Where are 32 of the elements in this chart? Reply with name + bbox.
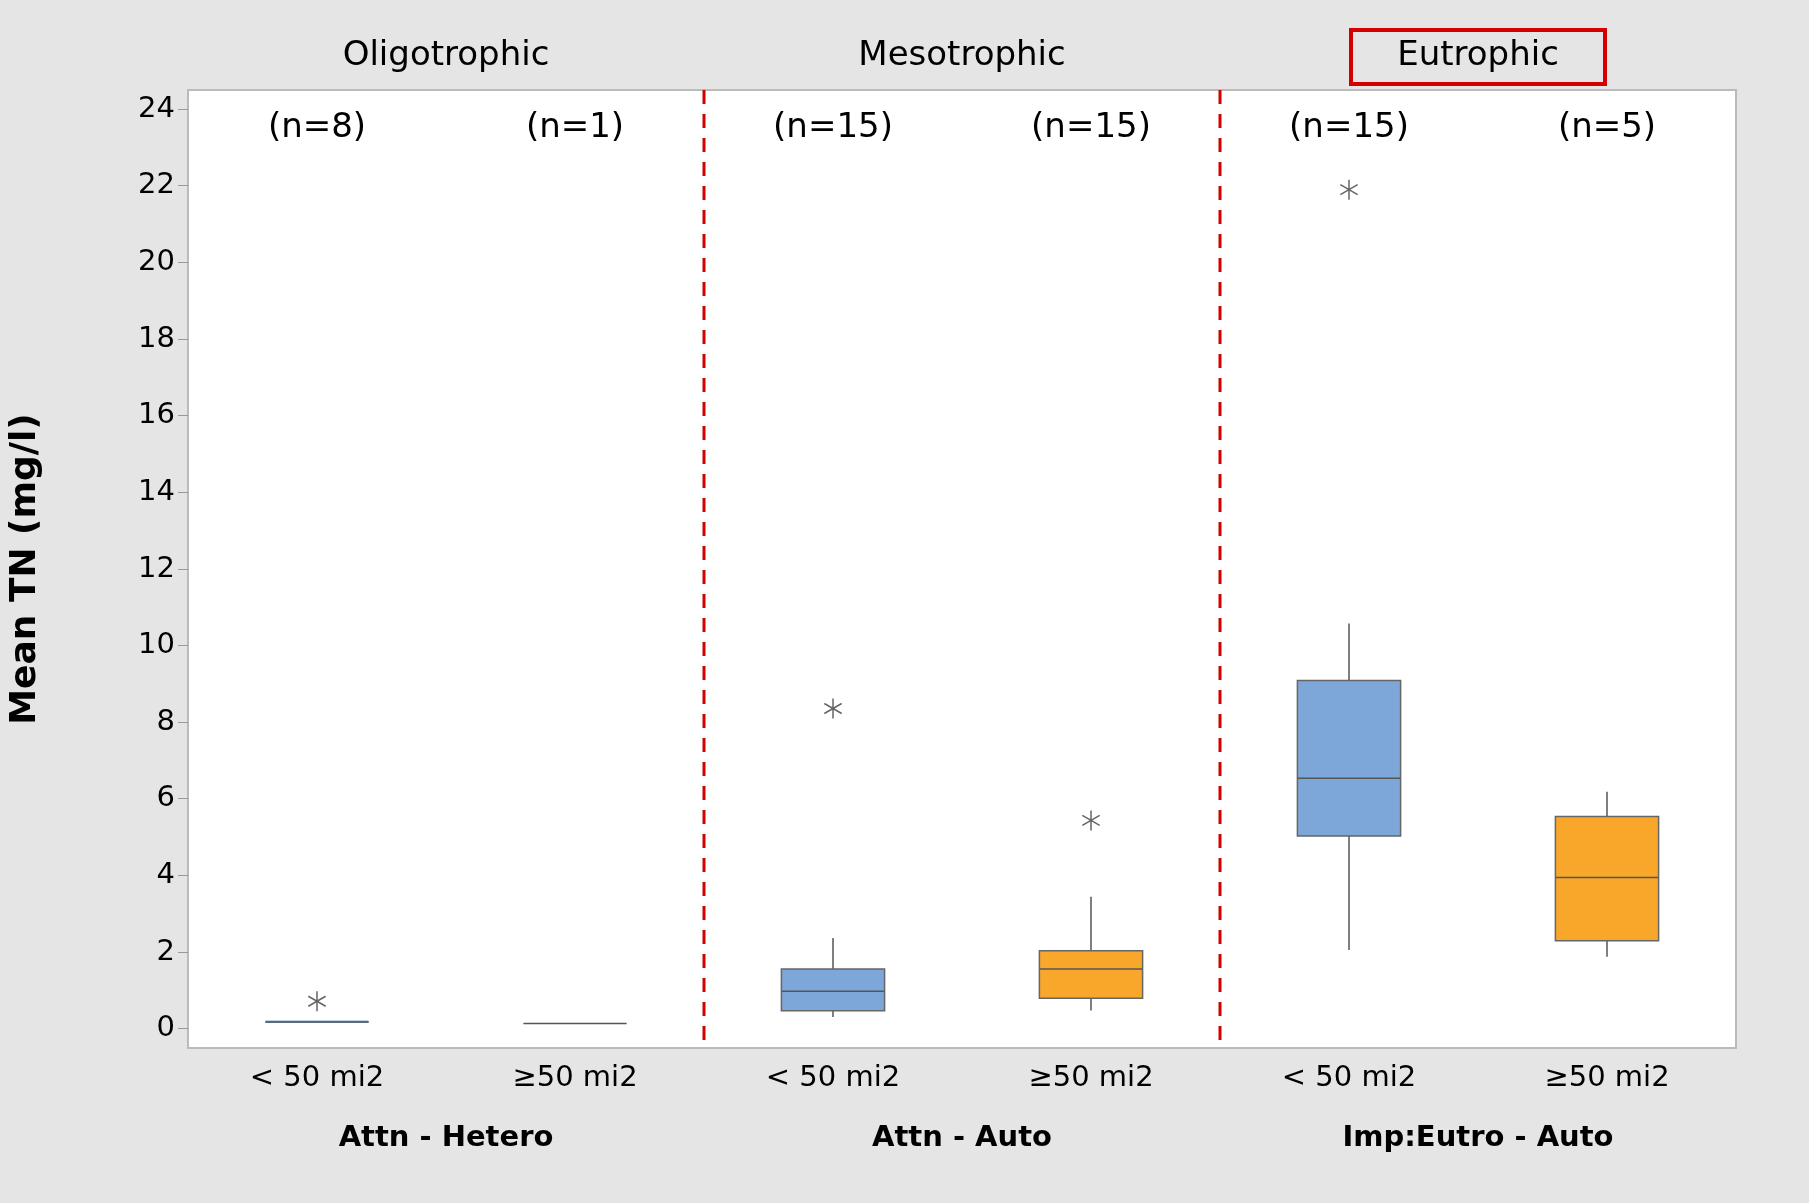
y-tick-label: 2 [156,932,175,967]
x-tick-label: ≥50 mi2 [1544,1058,1670,1093]
annotation: (n=15) [773,104,893,145]
y-tick-label: 22 [138,166,175,201]
x-tick-label: < 50 mi2 [1281,1058,1417,1093]
annotation: (n=15) [1031,104,1151,145]
text: Attn - Hetero [338,1118,554,1153]
annotation: (n=5) [1557,104,1657,145]
y-tick-label: 4 [156,856,175,891]
y-tick-label: 8 [156,702,175,737]
text: Imp:Eutro - Auto [1342,1118,1614,1153]
text: Attn - Auto [872,1118,1052,1153]
y-tick-label: 14 [138,472,175,507]
x-tick-label: ≥50 mi2 [1028,1058,1154,1093]
y-axis-title: Mean TN (mg/l) [1,413,43,725]
y-tick-label: 6 [156,779,175,814]
annotation: (n=15) [1289,104,1409,145]
y-tick-label: 12 [138,549,175,584]
x-tick-label: ≥50 mi2 [512,1058,638,1093]
annotation: (n=1) [525,104,625,145]
text: Eutrophic [1397,32,1559,73]
y-tick-label: 0 [156,1009,175,1044]
x-tick-label: < 50 mi2 [249,1058,385,1093]
y-tick-label: 24 [138,89,175,124]
x-tick-label: < 50 mi2 [765,1058,901,1093]
y-tick-label: 10 [138,626,175,661]
text: Oligotrophic [342,32,550,73]
annotation: (n=8) [267,104,367,145]
y-tick-label: 20 [138,242,175,277]
y-tick-label: 18 [138,319,175,354]
y-tick-label: 16 [138,396,175,431]
text: Mesotrophic [858,32,1066,73]
